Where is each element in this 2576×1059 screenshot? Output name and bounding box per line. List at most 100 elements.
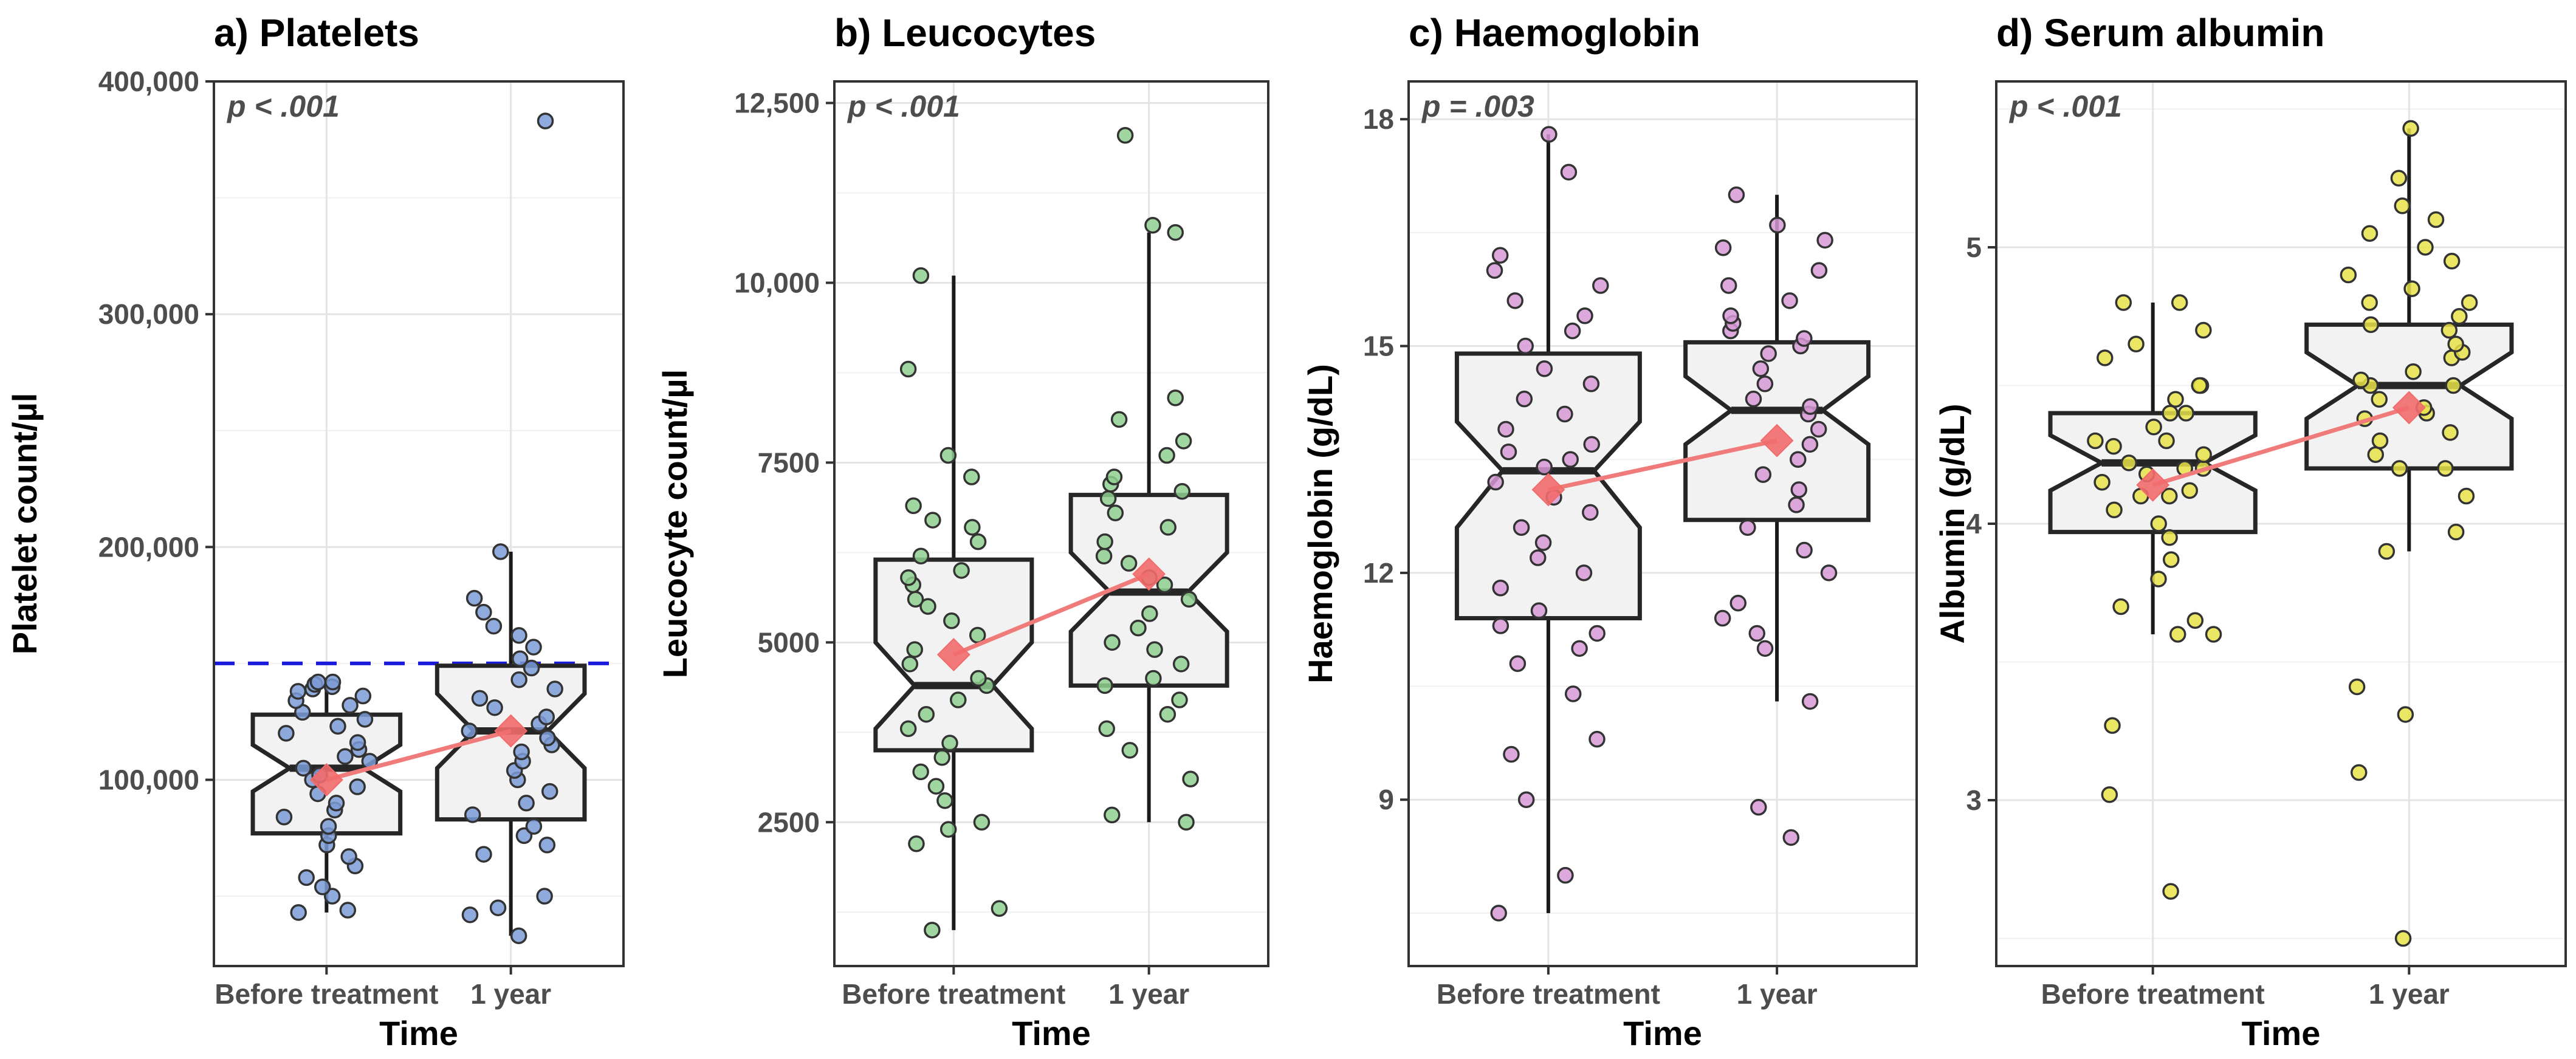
data-point [905, 497, 922, 515]
data-point [1816, 231, 1833, 249]
data-point [2443, 253, 2461, 270]
panel-border [833, 80, 1269, 967]
mean-connector [953, 572, 1150, 657]
x-tick-label: Before treatment [215, 978, 438, 1010]
data-point [485, 617, 503, 635]
data-point [1530, 602, 1548, 619]
data-point [2162, 551, 2180, 568]
data-point [1781, 292, 1798, 309]
data-point [298, 869, 315, 886]
y-axis-label: Platelet count/µl [5, 393, 44, 655]
data-point [489, 899, 507, 916]
data-point [510, 627, 527, 644]
panel-border [1407, 80, 1918, 967]
data-point [289, 683, 307, 700]
data-point [328, 795, 345, 812]
data-point [939, 821, 957, 838]
data-point [324, 673, 342, 691]
data-point [1172, 656, 1190, 673]
data-point [1107, 504, 1124, 521]
data-point [2394, 197, 2411, 214]
data-point [933, 749, 950, 766]
y-axis-label: Haemoglobin (g/dL) [1301, 364, 1339, 684]
mean-connector [326, 728, 512, 782]
data-point [1158, 447, 1175, 464]
y-axis-label: Albumin (g/dL) [1933, 403, 1971, 643]
data-point [1557, 866, 1574, 884]
p-value-annotation: p = .003 [1421, 89, 1534, 123]
data-point [1582, 504, 1599, 521]
data-point [924, 512, 941, 529]
data-point [2362, 316, 2380, 334]
data-point [538, 837, 556, 854]
data-point [1120, 555, 1138, 572]
data-point [1583, 436, 1600, 453]
data-point [919, 598, 936, 615]
data-point [2177, 405, 2195, 422]
mean-marker [2392, 391, 2426, 425]
data-point [1180, 591, 1198, 608]
data-point [2097, 349, 2114, 366]
data-point [1516, 390, 1533, 408]
data-point [1159, 519, 1177, 536]
data-point [1714, 239, 1732, 256]
data-point [2445, 377, 2462, 394]
mean-marker [2136, 468, 2170, 502]
data-point [912, 547, 930, 565]
data-point [899, 720, 917, 738]
data-point [1769, 216, 1786, 234]
y-tick-label: 7500 [758, 447, 820, 478]
panel-border [213, 80, 625, 967]
data-point [953, 562, 970, 579]
data-point [969, 533, 987, 550]
data-point [1576, 307, 1593, 324]
data-point [1096, 677, 1113, 694]
mean-marker [936, 638, 970, 671]
data-point [1560, 163, 1578, 181]
data-point [320, 818, 337, 835]
data-point [939, 447, 957, 464]
data-point [2087, 432, 2104, 450]
mean-marker [309, 763, 343, 797]
data-point [1167, 224, 1184, 241]
data-point [2191, 377, 2208, 394]
data-point [2093, 474, 2111, 491]
y-axis-label: Leucocyte count/µl [656, 369, 694, 678]
data-point [1536, 360, 1553, 377]
data-point [1167, 389, 1184, 406]
data-point [461, 722, 478, 739]
data-point [1556, 405, 1573, 423]
data-point [927, 778, 945, 795]
data-point [991, 900, 1008, 917]
data-point [1728, 186, 1745, 204]
data-point [2101, 786, 2118, 803]
data-point [2440, 321, 2458, 339]
data-point [510, 671, 527, 688]
x-tick-label: Before treatment [842, 978, 1065, 1010]
data-point [2186, 612, 2204, 629]
data-point [1096, 533, 1113, 550]
data-point [1175, 433, 1192, 450]
data-point [963, 468, 980, 485]
data-point [941, 735, 958, 752]
data-point [2394, 930, 2412, 947]
data-point [1754, 466, 1772, 483]
data-point [2150, 515, 2167, 532]
data-point [899, 360, 917, 378]
data-point [329, 718, 346, 735]
y-tick-label: 12 [1363, 557, 1394, 589]
data-point [309, 673, 327, 691]
data-point [1182, 770, 1199, 787]
data-point [1144, 216, 1161, 234]
data-point [1722, 307, 1739, 324]
data-point [1141, 605, 1158, 622]
data-point [1178, 814, 1195, 831]
y-tick-label: 5 [1966, 231, 1982, 263]
data-point [1582, 375, 1600, 392]
data-point [1121, 742, 1139, 759]
data-point [1810, 262, 1828, 279]
data-point [2105, 437, 2122, 455]
data-point [349, 778, 366, 795]
data-point [964, 519, 981, 536]
data-point [1782, 829, 1800, 846]
